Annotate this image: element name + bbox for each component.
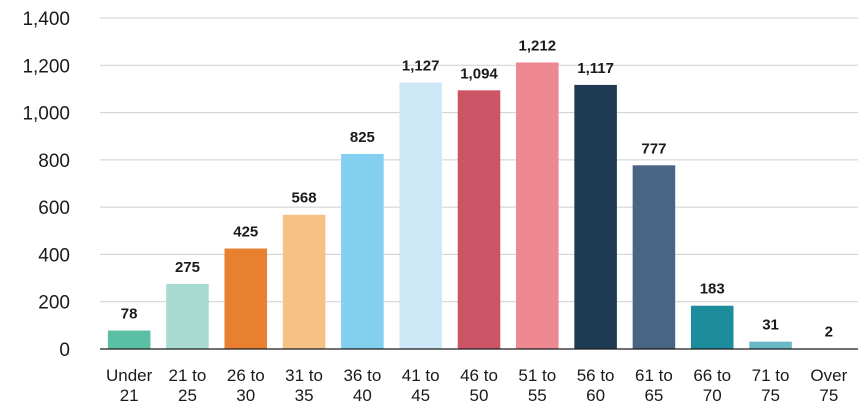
bar	[749, 341, 792, 349]
y-tick-label: 200	[38, 293, 70, 314]
bar	[516, 62, 559, 349]
x-tick-label: 56 to 60	[577, 366, 615, 405]
y-tick-label: 600	[38, 198, 70, 219]
bars	[107, 62, 851, 350]
data-label: 1,212	[519, 37, 557, 54]
bar	[574, 84, 617, 349]
data-label: 31	[762, 317, 779, 334]
x-tick-label: 61 to 65	[635, 366, 673, 405]
data-label: 275	[175, 259, 200, 276]
x-tick-label: 36 to 40	[343, 366, 381, 405]
x-tick-label: 66 to 70	[693, 366, 731, 405]
data-label: 183	[700, 281, 725, 298]
y-tick-label: 400	[38, 245, 70, 266]
bar	[457, 90, 501, 350]
bar	[166, 283, 209, 349]
x-tick-label: 46 to 50	[460, 366, 498, 405]
x-tick-label: Under 21	[106, 366, 153, 405]
bar	[399, 82, 442, 350]
data-label: 825	[350, 129, 375, 146]
x-axis: Under 21 21 to 25 26 to 30 31 to 35 36 to 40 41 to…	[100, 348, 858, 405]
y-axis: 0 200 400 600 800 1,000 1,200 1,400	[22, 9, 70, 361]
data-label: 2	[825, 324, 833, 341]
bar	[690, 305, 734, 349]
y-tick-label: 1,000	[22, 104, 70, 125]
x-tick-label: 26 to 30	[227, 366, 265, 405]
bar	[341, 153, 384, 349]
data-label: 425	[233, 224, 258, 241]
x-tick-label: 51 to 55	[518, 366, 556, 405]
x-tick-label: Over 75	[810, 366, 847, 405]
data-label: 78	[121, 306, 138, 323]
data-label: 1,127	[402, 58, 440, 75]
x-tick-label: 31 to 35	[285, 366, 323, 405]
y-tick-label: 1,200	[22, 56, 70, 77]
y-tick-label: 1,400	[22, 9, 70, 30]
bar	[632, 165, 676, 349]
x-tick-label: 21 to 25	[169, 366, 207, 405]
data-label: 568	[292, 190, 317, 207]
y-tick-label: 0	[59, 340, 70, 361]
bar	[107, 330, 151, 349]
data-label: 1,117	[577, 60, 614, 77]
data-labels: 78 275 425 568 825 1,127 1,094 1,212 1,117 777 183…	[121, 37, 833, 340]
bar	[282, 214, 326, 349]
data-label: 777	[641, 140, 666, 157]
x-tick-label: 41 to 45	[402, 366, 440, 405]
bar	[224, 248, 268, 349]
y-tick-label: 800	[38, 151, 70, 172]
x-tick-label: 71 to 75	[752, 366, 790, 405]
data-label: 1,094	[460, 65, 498, 82]
